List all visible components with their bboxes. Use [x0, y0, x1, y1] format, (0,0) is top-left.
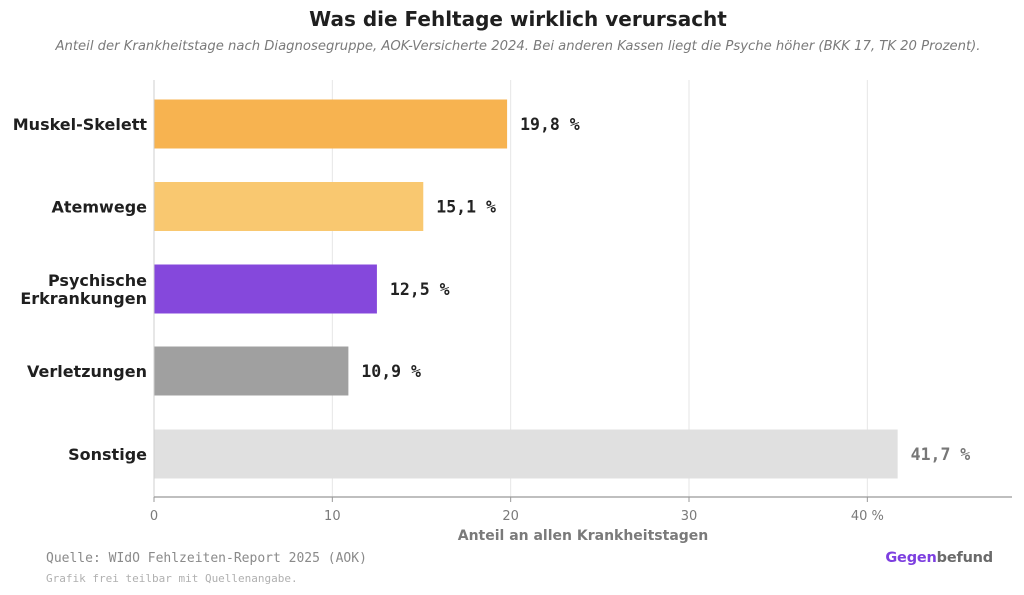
value-label-1: 15,1 %	[436, 198, 496, 217]
value-label-2: 12,5 %	[390, 280, 450, 299]
category-label-3: Verletzungen	[27, 362, 147, 381]
chart-subtitle: Anteil der Krankheitstage nach Diagnoseg…	[55, 39, 981, 54]
category-label-2-line-1: Erkrankungen	[20, 289, 147, 308]
chart-title: Was die Fehltage wirklich verursacht	[309, 7, 727, 31]
brand-part-1: Gegen	[885, 550, 937, 566]
x-tick-label-3: 30	[681, 509, 698, 524]
category-label-0: Muskel-Skelett	[13, 115, 148, 134]
bar-4	[154, 429, 898, 479]
bar-2	[154, 264, 377, 314]
brand-logo: Gegenbefund	[885, 550, 993, 566]
x-axis-title: Anteil an allen Krankheitstagen	[458, 528, 709, 544]
x-tick-label-0: 0	[150, 509, 158, 524]
category-label-1: Atemwege	[52, 198, 148, 217]
brand-part-2: befund	[936, 550, 994, 566]
x-tick-label-2: 20	[502, 509, 519, 524]
value-label-3: 10,9 %	[361, 362, 421, 381]
bar-3	[154, 346, 349, 396]
value-label-4: 41,7 %	[911, 445, 971, 464]
x-tick-label-1: 10	[324, 509, 341, 524]
bar-1	[154, 182, 424, 231]
category-label-2-line-0: Psychische	[48, 271, 147, 290]
category-label-4: Sonstige	[68, 445, 147, 464]
source-note: Quelle: WIdO Fehlzeiten-Report 2025 (AOK…	[46, 551, 367, 566]
value-label-0: 19,8 %	[520, 115, 580, 134]
bar-0	[154, 99, 508, 149]
x-tick-label-4: 40 %	[851, 509, 884, 524]
share-note: Grafik frei teilbar mit Quellenangabe.	[46, 572, 298, 585]
